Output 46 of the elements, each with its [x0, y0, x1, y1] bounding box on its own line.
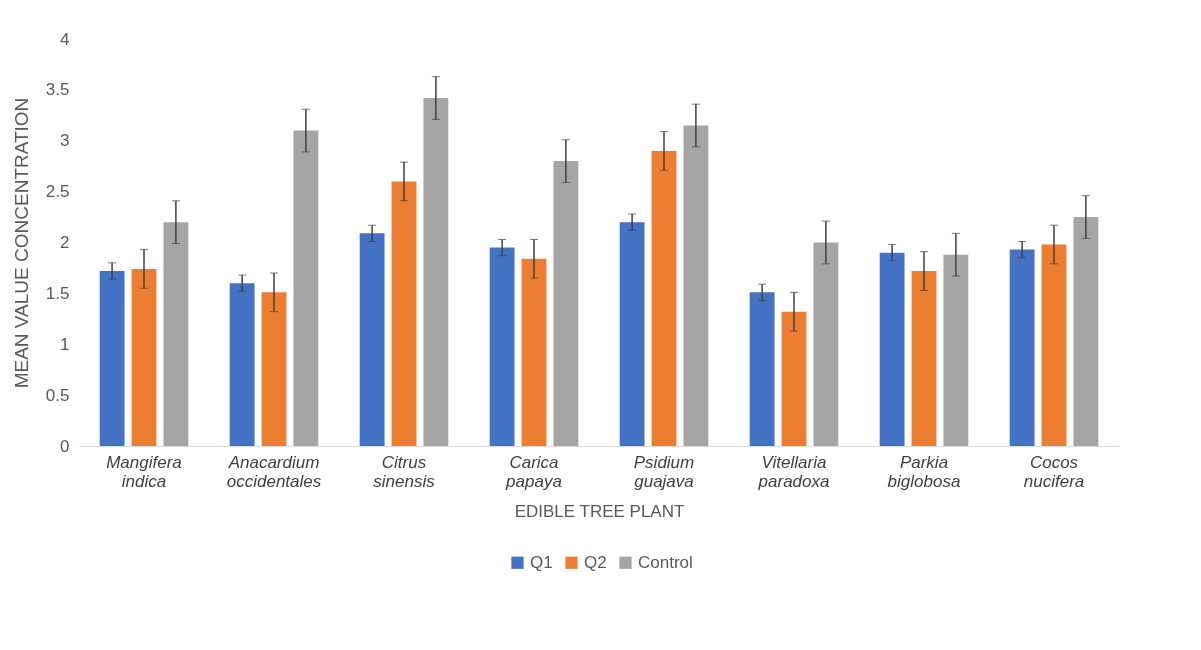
bar	[553, 161, 579, 446]
x-tick-label: Parkia biglobosa	[887, 452, 961, 491]
bar	[391, 181, 417, 446]
bar	[911, 270, 937, 446]
bar	[619, 222, 645, 446]
bar	[683, 125, 709, 446]
bar	[489, 247, 515, 446]
bar	[359, 233, 385, 446]
bar	[99, 270, 125, 446]
x-tick-label: Cocos nucifera	[1023, 452, 1085, 491]
bar	[131, 268, 157, 446]
x-tick-label: Citrus sinensis	[373, 452, 436, 491]
bar	[813, 242, 839, 446]
y-tick-label: 2	[60, 233, 70, 252]
bar	[943, 254, 969, 446]
y-tick-label: 3	[60, 131, 70, 151]
y-tick-label: 1	[60, 334, 70, 354]
x-axis-title: EDIBLE TREE PLANT	[514, 501, 685, 521]
bar	[229, 283, 255, 446]
x-tick-label: Vitellaria paradoxa	[757, 452, 830, 491]
bar	[1009, 249, 1035, 446]
y-tick-label: 0.5	[45, 385, 70, 405]
x-tick-label: Psidium guajava	[633, 452, 695, 491]
y-tick-label: 2.5	[45, 182, 70, 202]
y-tick-label: 0	[60, 436, 70, 456]
legend-label: Q1	[530, 552, 553, 572]
bar	[293, 130, 319, 446]
x-tick-label: Carica papaya	[505, 452, 562, 491]
bar	[1073, 217, 1099, 446]
bar	[163, 222, 189, 446]
bar	[651, 150, 677, 446]
bar	[423, 98, 449, 446]
bar	[781, 311, 807, 446]
bar	[1041, 244, 1067, 446]
legend-label: Q2	[584, 552, 607, 572]
bar	[749, 292, 775, 446]
x-tick-label: Anacardium occidentales	[226, 452, 322, 491]
x-tick-label: Mangifera indica	[106, 452, 182, 491]
y-axis-title: MEAN VALUE CONCENTRATION	[10, 97, 32, 389]
bar	[879, 252, 905, 446]
y-tick-label: 3.5	[45, 80, 70, 100]
bar	[261, 292, 287, 446]
bar	[521, 258, 547, 446]
legend-label: Control	[638, 552, 693, 572]
y-tick-label: 4	[60, 29, 70, 49]
y-tick-label: 1.5	[45, 283, 70, 303]
